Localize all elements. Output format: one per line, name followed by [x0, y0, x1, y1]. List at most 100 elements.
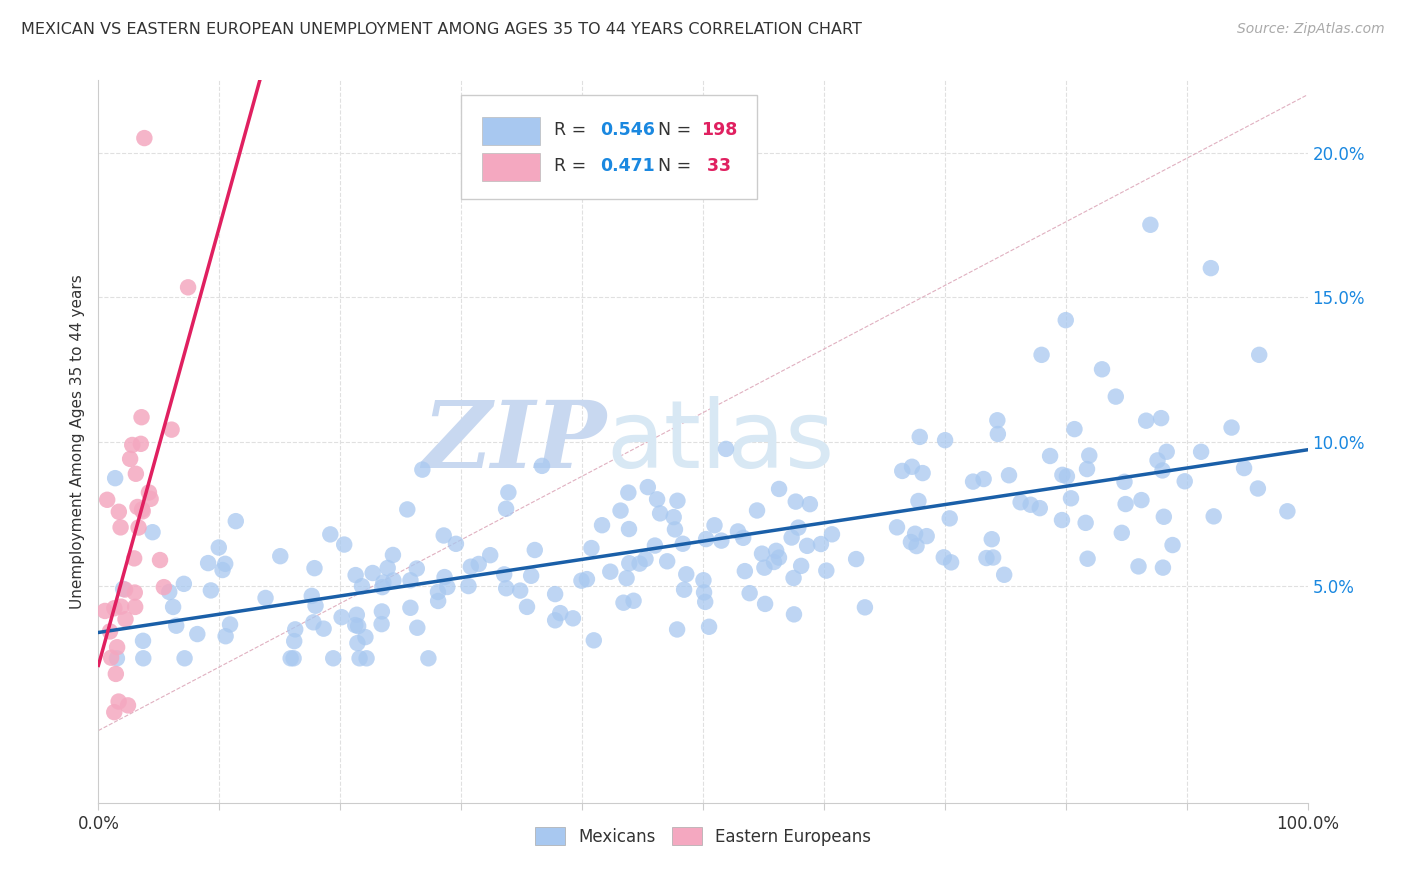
Point [117, 698, 139, 713]
Point [1074, 516, 1097, 530]
Point [120, 451, 142, 466]
Point [346, 607, 368, 622]
Point [149, 553, 172, 567]
Point [405, 561, 427, 575]
Point [799, 497, 821, 511]
Point [94, 604, 117, 618]
Point [796, 539, 818, 553]
Point [153, 580, 176, 594]
Point [96, 492, 118, 507]
Point [1050, 513, 1073, 527]
Point [214, 557, 236, 571]
Point [697, 620, 720, 634]
Point [197, 556, 219, 570]
Point [787, 520, 810, 534]
Point [617, 522, 640, 536]
Point [1220, 420, 1243, 434]
Point [186, 627, 208, 641]
Point [301, 589, 323, 603]
Point [1019, 498, 1042, 512]
Point [373, 575, 395, 590]
Point [436, 580, 458, 594]
Point [103, 601, 125, 615]
Point [1249, 348, 1271, 362]
Point [406, 621, 429, 635]
Point [561, 611, 583, 625]
Point [662, 510, 685, 524]
Point [128, 520, 150, 534]
Point [509, 583, 531, 598]
Point [617, 485, 640, 500]
Point [457, 579, 479, 593]
Point [523, 543, 546, 558]
Point [208, 541, 231, 555]
Point [349, 651, 371, 665]
Point [131, 410, 153, 425]
Point [112, 582, 135, 596]
Point [1152, 463, 1174, 477]
Point [98, 624, 121, 639]
Text: 0.471: 0.471 [600, 157, 655, 175]
Point [644, 539, 666, 553]
Point [269, 549, 291, 564]
Text: ZIP: ZIP [422, 397, 606, 486]
Point [211, 563, 233, 577]
Point [479, 548, 502, 562]
Point [754, 597, 776, 611]
Point [727, 524, 749, 539]
Point [754, 560, 776, 574]
Point [575, 572, 598, 586]
Point [657, 554, 679, 568]
Point [693, 585, 716, 599]
Point [692, 573, 714, 587]
Point [939, 555, 962, 569]
Point [1060, 491, 1083, 506]
Point [609, 503, 631, 517]
Point [619, 556, 641, 570]
Point [599, 565, 621, 579]
Point [1150, 411, 1173, 425]
Point [110, 599, 132, 614]
Point [981, 550, 1004, 565]
Point [165, 618, 187, 632]
Point [129, 437, 152, 451]
Point [1152, 560, 1174, 574]
Point [1128, 559, 1150, 574]
Point [399, 600, 422, 615]
Point [738, 586, 761, 600]
Point [520, 569, 543, 583]
Point [782, 571, 804, 585]
Point [1039, 449, 1062, 463]
Point [347, 619, 370, 633]
Point [1078, 449, 1101, 463]
Point [986, 413, 1008, 427]
Point [254, 591, 277, 605]
Point [110, 520, 132, 534]
Point [284, 623, 307, 637]
Point [810, 537, 832, 551]
Text: R =: R = [554, 157, 592, 175]
Point [915, 529, 938, 543]
Point [745, 503, 768, 517]
Point [571, 574, 593, 588]
Point [1054, 313, 1077, 327]
Point [938, 511, 960, 525]
Point [312, 622, 335, 636]
Point [127, 500, 149, 514]
Point [304, 561, 326, 575]
Point [418, 651, 440, 665]
Text: 0.546: 0.546 [600, 121, 655, 139]
Point [751, 547, 773, 561]
Point [582, 633, 605, 648]
Point [1189, 445, 1212, 459]
Point [765, 544, 787, 558]
Point [100, 650, 122, 665]
Text: 198: 198 [700, 121, 737, 139]
Point [900, 535, 922, 549]
Point [1153, 509, 1175, 524]
Point [346, 636, 368, 650]
Point [1130, 493, 1153, 508]
Y-axis label: Unemployment Among Ages 35 to 44 years: Unemployment Among Ages 35 to 44 years [69, 274, 84, 609]
Point [901, 459, 924, 474]
Point [377, 561, 399, 575]
